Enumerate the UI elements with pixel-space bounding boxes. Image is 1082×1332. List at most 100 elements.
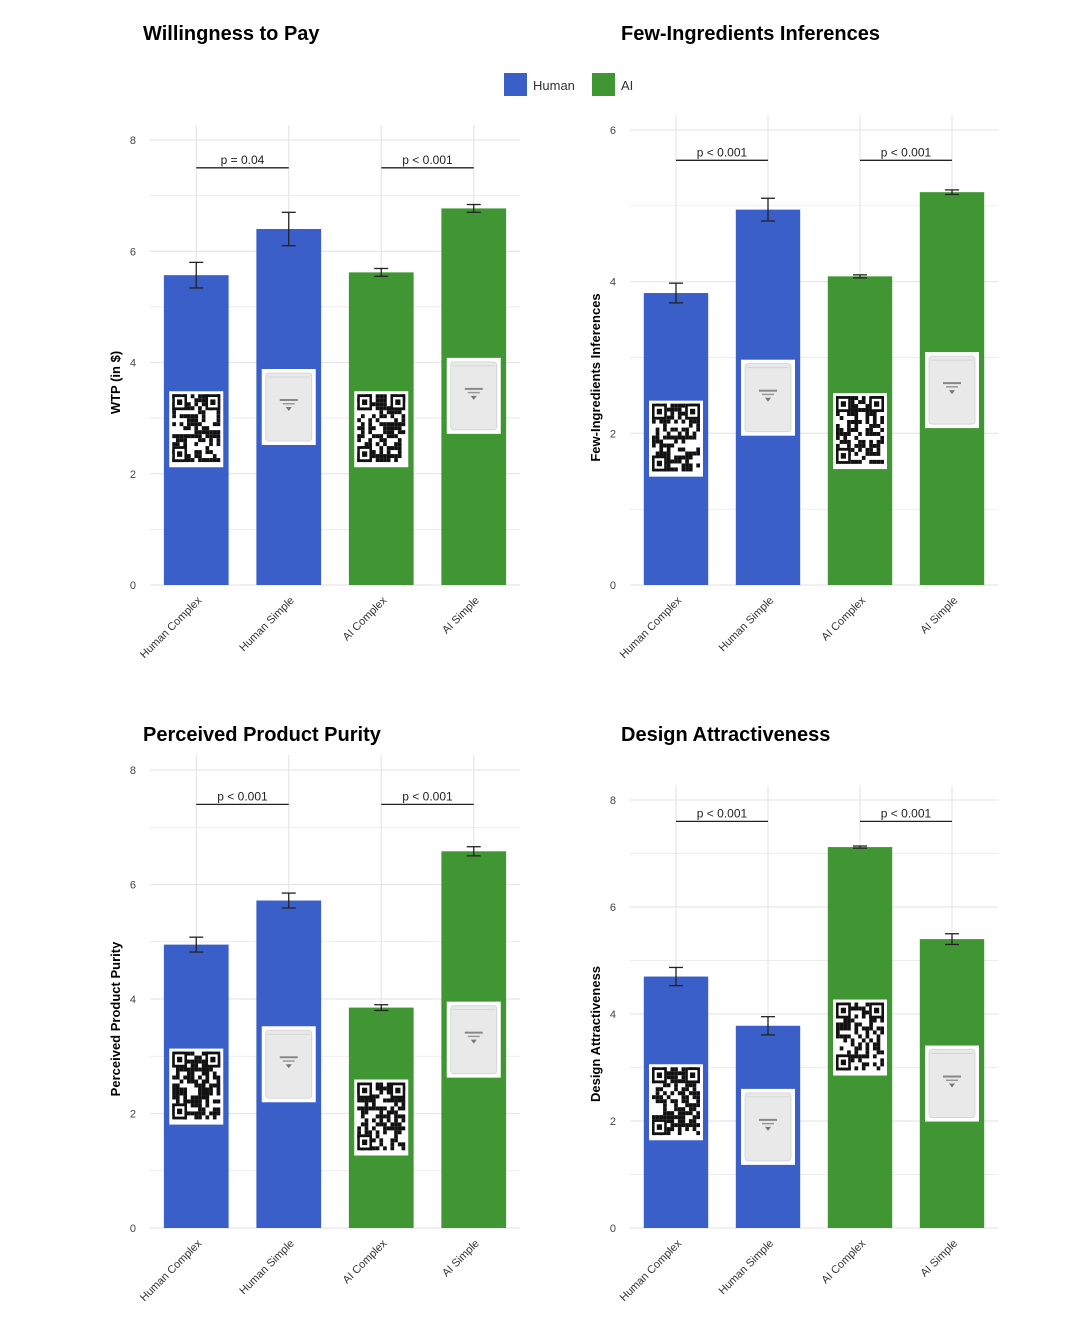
qr-code-image-ai-complex [833,393,887,470]
x-tick-label-human-simple: Human Simple [237,595,296,654]
x-tick-label-human-complex: Human Complex [138,594,205,661]
p-value-label: p < 0.001 [697,806,748,820]
y-tick-label: 4 [610,277,616,289]
error-bar-ai-complex [853,845,867,849]
x-tick-label-ai-complex: AI Complex [341,594,390,643]
x-tick-label-human-simple: Human Simple [237,1238,296,1297]
error-bar-human-simple [761,197,775,222]
product-pouch-image-human-simple [261,1026,316,1103]
error-bar-ai-simple [466,203,481,213]
panel-title-attractiveness: Design Attractiveness [621,724,830,746]
panel-attractiveness: Design Attractiveness 0 2 4 6 8 Design Attract… [588,724,998,1304]
error-bar-ai-simple [466,846,481,857]
y-tick-label: 6 [130,880,136,892]
p-value-label: p < 0.001 [881,145,932,159]
panel-few-ingredients: Few-Ingredients Inferences 0 2 4 6 Few-Ingred… [588,23,998,661]
p-value-label: p = 0.04 [221,153,265,167]
x-tick-label-ai-complex: AI Complex [819,1237,868,1286]
product-pouch-image-ai-simple [446,1001,501,1078]
y-tick-label: 8 [130,135,136,147]
significance-bracket-1: p = 0.04 [196,153,289,169]
p-value-label: p < 0.001 [402,153,453,167]
legend-label-human: Human [533,78,575,93]
x-tick-label-ai-simple: AI Simple [440,595,482,637]
y-tick-label: 4 [130,358,136,370]
error-bar-human-complex [189,936,204,953]
y-tick-label: 6 [130,246,136,258]
qr-code-image-human-complex [169,391,224,468]
error-bar-human-complex [189,261,204,289]
x-tick-label-human-complex: Human Complex [138,1237,205,1304]
legend-label-ai: AI [621,78,633,93]
panel-title-wtp: Willingness to Pay [143,23,320,45]
error-bar-ai-simple [945,933,959,946]
y-tick-label: 8 [610,795,616,807]
error-bar-human-simple [761,1016,775,1036]
y-tick-label: 0 [130,580,136,592]
significance-bracket-2: p < 0.001 [860,806,952,823]
y-tick-label: 2 [610,428,616,440]
p-value-label: p < 0.001 [881,806,932,820]
qr-code-image-ai-complex [833,999,887,1076]
x-tick-label-ai-complex: AI Complex [341,1237,390,1286]
y-tick-label: 2 [130,1109,136,1121]
y-tick-label: 2 [130,469,136,481]
product-pouch-image-ai-simple [446,357,501,434]
y-tick-label: 4 [130,994,136,1006]
product-pouch-image-ai-simple [925,352,979,429]
p-value-label: p < 0.001 [697,145,748,159]
x-tick-label-human-simple: Human Simple [717,1238,776,1297]
qr-code-image-human-complex [169,1048,224,1125]
y-tick-label: 6 [610,902,616,914]
y-tick-label: 0 [130,1223,136,1235]
chart-panels: Willingness to Pay 0 2 4 6 8 WTP (in $) Human C… [108,23,998,1304]
product-pouch-image-human-simple [261,369,316,445]
panel-title-few-ingredients: Few-Ingredients Inferences [621,23,880,45]
y-tick-label: 0 [610,580,616,592]
p-value-label: p < 0.001 [217,789,268,803]
y-tick-label: 0 [610,1223,616,1235]
significance-bracket-1: p < 0.001 [676,806,768,823]
qr-code-image-human-complex [649,1064,703,1141]
x-tick-label-ai-simple: AI Simple [440,1238,482,1280]
x-tick-label-human-complex: Human Complex [618,594,685,661]
error-bar-human-complex [669,282,683,304]
product-pouch-image-human-simple [741,359,795,436]
panel-wtp: Willingness to Pay 0 2 4 6 8 WTP (in $) Human C… [108,23,520,661]
y-tick-label: 2 [610,1116,616,1128]
x-tick-label-ai-complex: AI Complex [819,594,868,643]
x-tick-label-human-complex: Human Complex [618,1237,685,1304]
y-tick-label: 4 [610,1009,616,1021]
y-axis-title-wtp: WTP (in $) [108,351,123,414]
qr-code-image-ai-complex [354,1079,409,1156]
error-bar-ai-complex [374,267,389,277]
error-bar-ai-simple [945,189,959,196]
p-value-label: p < 0.001 [402,789,453,803]
y-axis-title-purity: Perceived Product Purity [108,941,123,1096]
significance-bracket-2: p < 0.001 [381,153,474,169]
y-tick-label: 8 [130,765,136,777]
x-tick-label-human-simple: Human Simple [717,595,776,654]
significance-bracket-1: p < 0.001 [196,789,289,805]
x-tick-label-ai-simple: AI Simple [918,595,960,637]
significance-bracket-2: p < 0.001 [381,789,474,805]
product-pouch-image-ai-simple [925,1045,979,1122]
significance-bracket-2: p < 0.001 [860,145,952,161]
error-bar-human-complex [669,966,683,987]
legend-swatch-human [504,73,527,96]
y-tick-label: 6 [610,125,616,137]
qr-code-image-human-complex [649,400,703,477]
error-bar-ai-complex [374,1004,389,1012]
product-pouch-image-human-simple [741,1088,795,1165]
panel-purity: Perceived Product Purity 0 2 4 6 8 Perceived P… [108,724,520,1304]
y-axis-title-few-ingredients: Few-Ingredients Inferences [588,293,603,461]
x-tick-label-ai-simple: AI Simple [918,1238,960,1280]
y-axis-title-attractiveness: Design Attractiveness [588,966,603,1102]
legend-swatch-ai [592,73,615,96]
error-bar-human-simple [281,892,296,909]
error-bar-ai-complex [853,274,867,279]
error-bar-human-simple [281,211,296,247]
qr-code-image-ai-complex [354,391,409,468]
legend: Human AI [504,73,633,96]
